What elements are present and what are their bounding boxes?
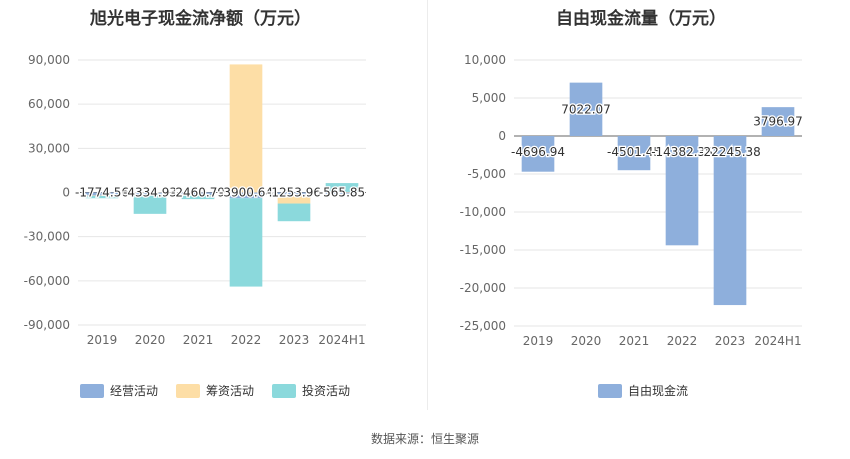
legend-item[interactable]: 筹资活动 [176, 382, 254, 399]
bar-segment [229, 198, 263, 287]
bar-segment [325, 192, 359, 194]
y-tick-label: 0 [498, 129, 506, 143]
data-label: -22245.38 [699, 145, 761, 159]
cash-flow-net-chart: 旭光电子现金流净额（万元） 90,000 60,000 30,000 0 -30,000… [0, 0, 428, 410]
bar-segment [133, 192, 167, 195]
bar-segment [277, 192, 311, 196]
legend-item[interactable]: 经营活动 [80, 382, 158, 399]
x-tick-label: 2021 [183, 333, 214, 347]
chart-legend: 自由现金流 [598, 382, 688, 399]
bar-segment [85, 192, 119, 196]
y-tick-label: -5,000 [467, 167, 506, 181]
data-label: -2460.79 [171, 186, 225, 200]
panel-divider [427, 0, 428, 410]
x-tick-label: 2019 [523, 334, 554, 348]
x-tick-label: 2020 [135, 333, 166, 347]
legend-swatch [80, 383, 104, 398]
y-tick-label: -25,000 [460, 319, 506, 333]
bar-segment [325, 183, 359, 192]
y-tick-label: 10,000 [464, 53, 506, 67]
free-cash-flow-plot: 10,000 5,000 0 -5,000 -10,000 -15,000 -20,000 -… [460, 53, 804, 348]
legend-label: 经营活动 [110, 384, 159, 398]
bar-segment [665, 136, 699, 246]
y-tick-label: -20,000 [460, 281, 506, 295]
bar-segment [761, 107, 795, 136]
bar-segment [569, 82, 603, 136]
cash-flow-net-plot: 90,000 60,000 30,000 0 -30,000 -60,000 -90,000… [24, 53, 367, 347]
bar-segment [181, 192, 215, 196]
bar-segment [181, 195, 215, 196]
chart-title: 自由现金流量（万元） [556, 9, 726, 29]
bar-segment [617, 136, 651, 171]
x-tick-label: 2019 [87, 333, 118, 347]
x-tick-label: 2023 [715, 334, 746, 348]
data-label: -565.85 [319, 186, 365, 200]
y-tick-label: -30,000 [24, 230, 70, 244]
x-tick-label: 2022 [667, 334, 698, 348]
legend-label: 筹资活动 [206, 384, 255, 398]
bar-segment [713, 136, 747, 306]
bar-segment [85, 195, 119, 199]
data-label: 7022.07 [561, 102, 611, 116]
data-label: -4696.94 [511, 145, 565, 159]
data-label: -4501.45 [607, 145, 661, 159]
y-tick-label: -90,000 [24, 318, 70, 332]
y-tick-label: 30,000 [28, 141, 70, 155]
bar-segment [521, 136, 555, 172]
x-tick-label: 2024H1 [754, 334, 801, 348]
data-label: -1253.96 [267, 186, 321, 200]
bar-segment [229, 192, 263, 199]
y-tick-label: 5,000 [472, 91, 506, 105]
chart-legend: 经营活动 筹资活动 投资活动 [80, 382, 350, 399]
chart-title: 旭光电子现金流净额（万元） [90, 9, 311, 29]
data-label: -14382.38 [651, 145, 713, 159]
y-tick-label: -10,000 [460, 205, 506, 219]
free-cash-flow-chart: 自由现金流量（万元） 10,000 5,000 0 -5,000 -10,000 -15,… [428, 0, 850, 410]
legend-swatch [176, 383, 201, 398]
data-source: 数据来源：恒生聚源 [370, 432, 479, 446]
bar-segment [133, 194, 167, 214]
bar-segment [325, 191, 359, 193]
x-tick-label: 2021 [619, 334, 650, 348]
bar-segment [181, 195, 215, 200]
bar-segment [229, 64, 263, 193]
x-tick-label: 2020 [571, 334, 602, 348]
data-label: -3900.64 [219, 186, 273, 200]
x-tick-label: 2023 [279, 333, 310, 347]
data-label: 3796.97 [753, 115, 803, 129]
y-tick-label: 90,000 [28, 53, 70, 67]
data-label: -4334.93 [123, 186, 177, 200]
legend-label: 自由现金流 [628, 384, 689, 398]
x-tick-label: 2022 [231, 333, 262, 347]
data-label: -1774.56 [75, 186, 129, 200]
legend-label: 投资活动 [302, 384, 351, 398]
legend-item[interactable]: 自由现金流 [598, 382, 688, 399]
y-tick-label: 0 [62, 186, 70, 200]
legend-swatch [272, 383, 297, 398]
legend-item[interactable]: 投资活动 [272, 382, 350, 399]
bar-segment [277, 203, 311, 222]
y-tick-label: 60,000 [28, 97, 70, 111]
y-tick-label: -60,000 [24, 274, 70, 288]
legend-swatch [598, 383, 622, 398]
bar-segment [277, 195, 311, 204]
x-tick-label: 2024H1 [318, 333, 365, 347]
y-tick-label: -15,000 [460, 243, 506, 257]
